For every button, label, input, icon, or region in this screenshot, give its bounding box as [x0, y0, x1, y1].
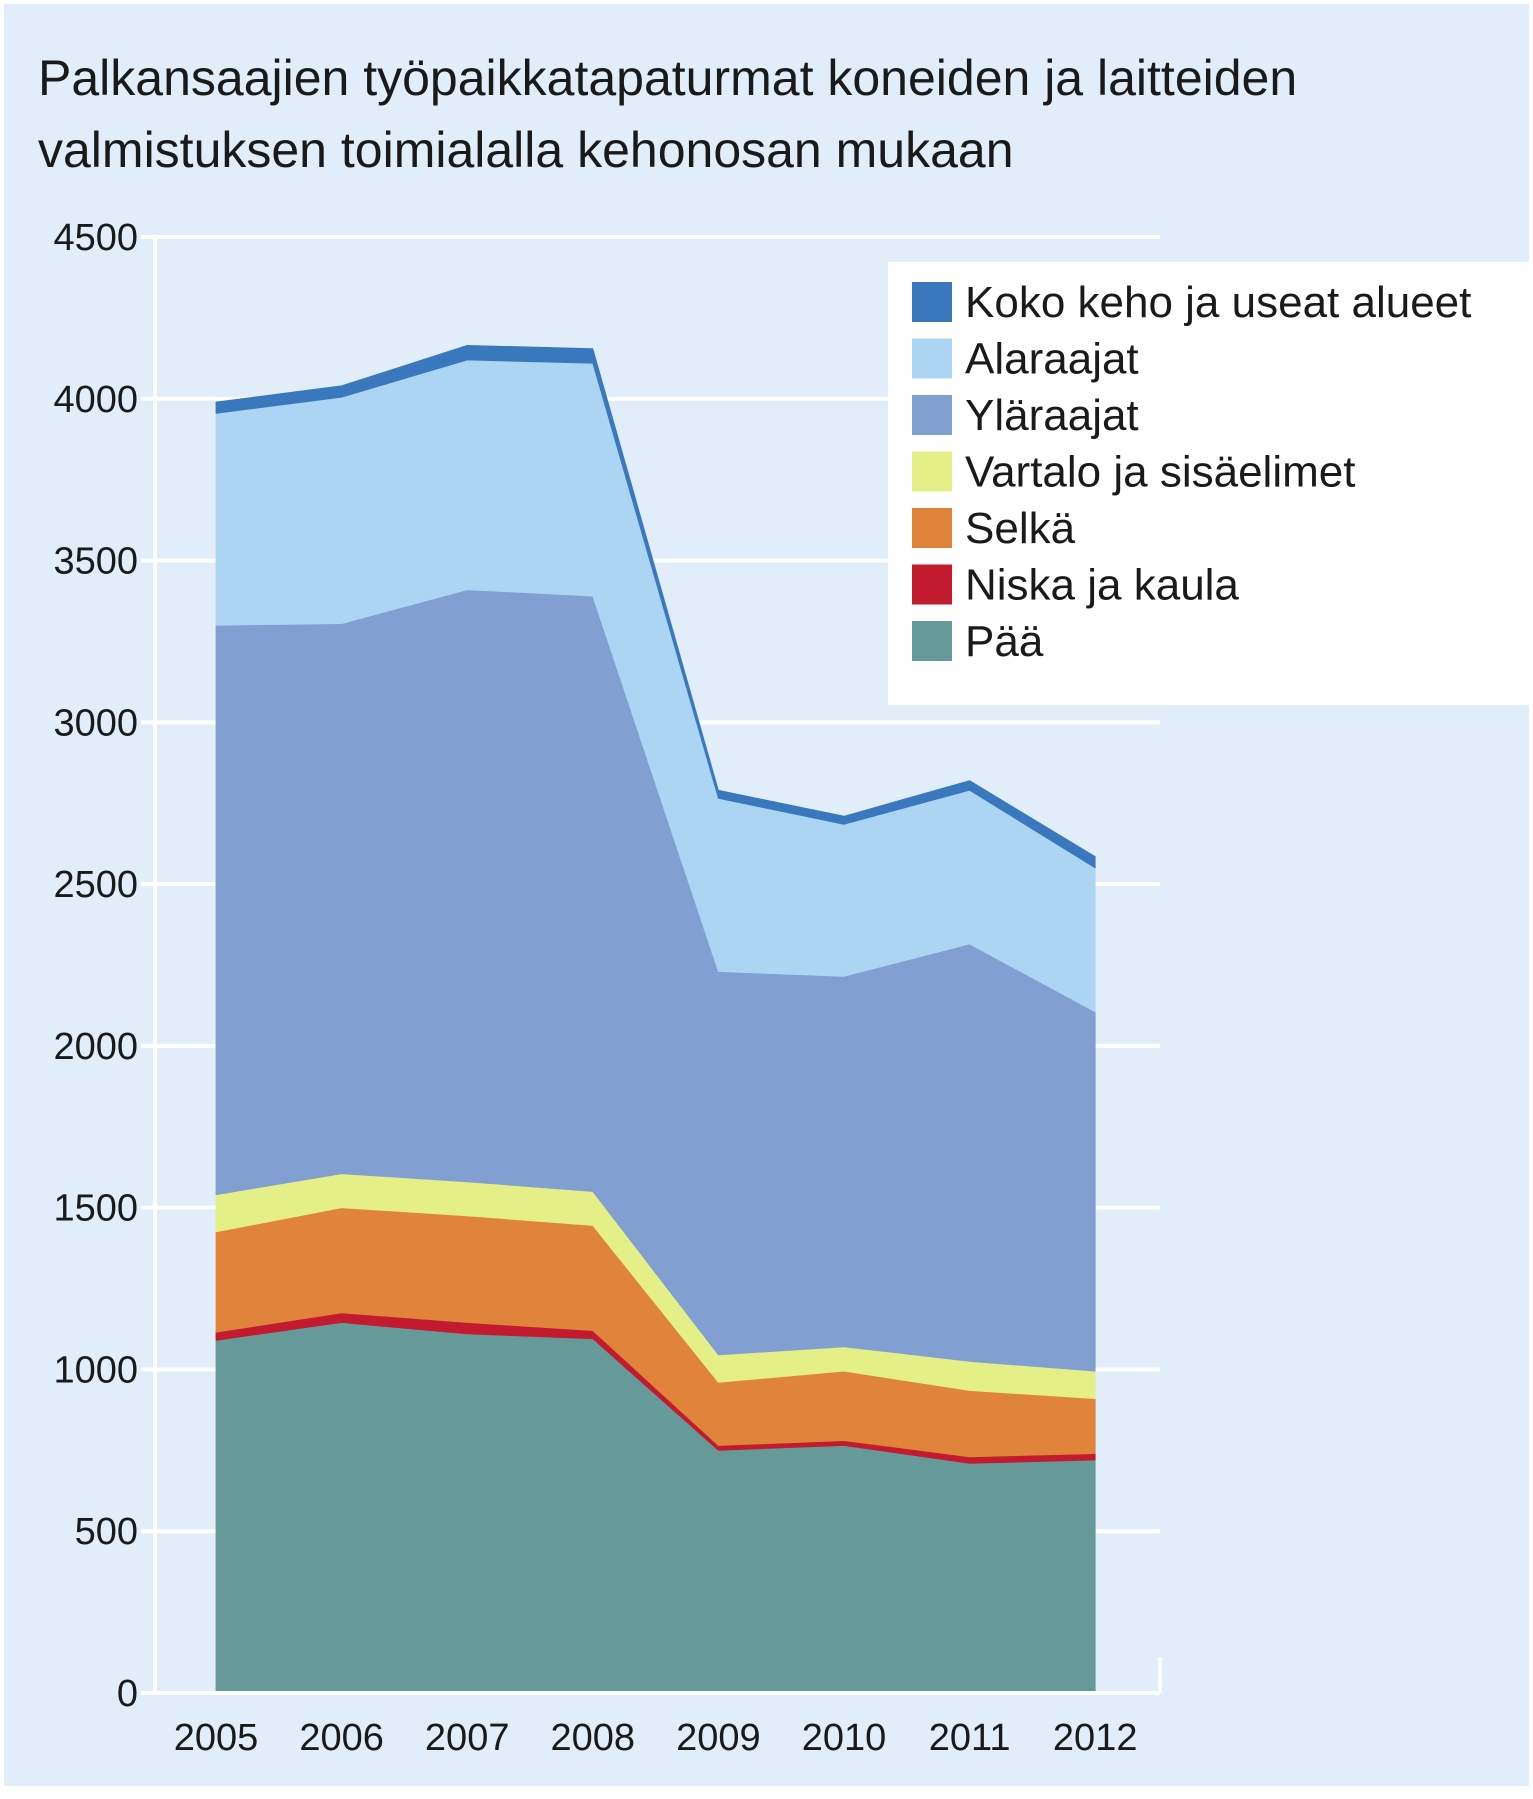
legend-swatch-alaraajat	[912, 338, 952, 379]
y-tick-label-4500: 4500	[53, 217, 138, 259]
y-tick-label-1500: 1500	[53, 1188, 138, 1230]
y-tick-label-1000: 1000	[53, 1349, 138, 1391]
legend-items: Koko keho ja useat alueet Alaraajat Yläraa…	[912, 278, 1471, 666]
y-tick-label-2500: 2500	[53, 864, 138, 906]
y-tick-label-3000: 3000	[53, 702, 138, 744]
legend-swatch-paa	[912, 621, 952, 661]
y-axis-tick-labels: 0 500 1000 1500 2000 2500 3000 3500 4000 4500	[53, 217, 138, 1715]
axes	[141, 235, 1162, 1695]
legend-label-paa: Pää	[965, 617, 1044, 666]
area-series-koko-keho-ja-useat-alueet	[215, 345, 1096, 869]
legend-label-ylaraajat: Yläraajat	[965, 391, 1139, 440]
y-tick-label-3500: 3500	[53, 541, 138, 583]
x-tick-label-2011: 2011	[929, 1717, 1011, 1759]
legend-swatch-niska-ja-kaula	[912, 564, 952, 605]
legend-label-selka: Selkä	[965, 504, 1076, 553]
y-tick-label-0: 0	[117, 1673, 138, 1715]
y-tick-label-500: 500	[75, 1511, 138, 1553]
legend-swatch-selka	[912, 508, 952, 548]
x-tick-label-2006: 2006	[299, 1717, 384, 1759]
x-tick-label-2012: 2012	[1053, 1717, 1138, 1759]
chart-title-line-2: valmistuksen toimialalla kehonosan mukaa…	[38, 122, 1014, 178]
x-axis-tick-labels: 2005 2006 2007 2008 2009 2010 2011 2012	[174, 1717, 1138, 1759]
legend-background	[888, 262, 1529, 705]
plot-area	[215, 345, 1096, 1694]
legend-label-vartalo-ja-sisaelimet: Vartalo ja sisäelimet	[965, 448, 1355, 497]
legend-label-koko-keho-ja-useat-alueet: Koko keho ja useat alueet	[965, 278, 1471, 327]
legend-label-niska-ja-kaula: Niska ja kaula	[965, 561, 1239, 610]
x-tick-label-2010: 2010	[802, 1717, 887, 1759]
legend-swatch-ylaraajat	[912, 395, 952, 435]
y-tick-label-4000: 4000	[53, 379, 138, 421]
x-tick-label-2005: 2005	[174, 1717, 259, 1759]
legend-swatch-koko-keho-ja-useat-alueet	[912, 282, 952, 322]
legend-swatch-vartalo-ja-sisaelimet	[912, 451, 952, 492]
x-tick-label-2009: 2009	[676, 1717, 761, 1759]
x-tick-label-2007: 2007	[425, 1717, 510, 1759]
legend-label-alaraajat: Alaraajat	[965, 335, 1139, 384]
legend: Koko keho ja useat alueet Alaraajat Yläraa…	[888, 262, 1529, 705]
y-tick-label-2000: 2000	[53, 1026, 138, 1068]
x-tick-label-2008: 2008	[551, 1717, 636, 1759]
chart-title-line-1: Palkansaajien työpaikkatapaturmat koneid…	[38, 50, 1297, 106]
